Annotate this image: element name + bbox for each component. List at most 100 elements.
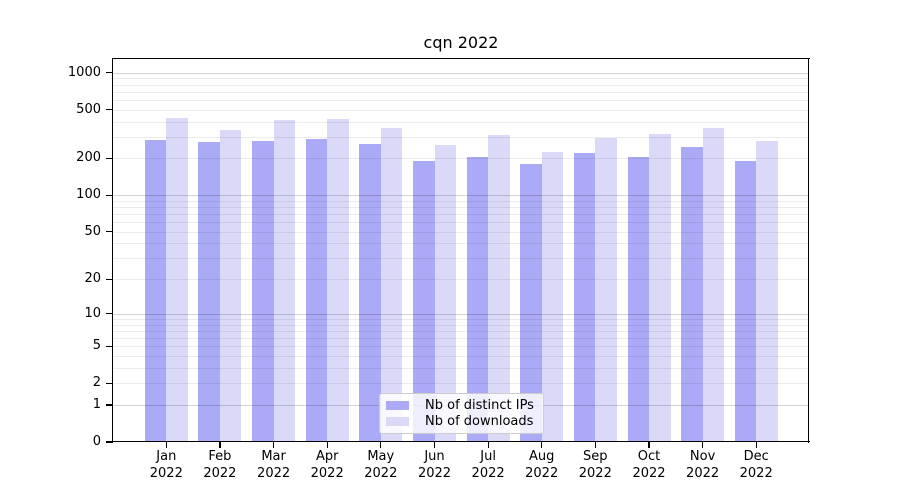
y-tick-mark [106,278,112,280]
y-tick-mark [106,313,112,315]
top-spine [112,58,810,60]
minor-gridline [113,355,809,357]
y-tick-mark [106,404,112,406]
major-gridline [113,195,809,197]
minor-gridline [113,279,809,281]
bar-downloads-jan [166,117,188,442]
legend: Nb of distinct IPs Nb of downloads [379,393,544,434]
minor-gridline [113,99,809,101]
minor-gridline [113,324,809,326]
y-tick-label: 10 [84,305,101,321]
bar-distinct-ips-dec [734,160,757,442]
legend-label-downloads: Nb of downloads [425,414,534,430]
y-tick-mark [106,157,112,160]
chart-title: cqn 2022 [423,33,499,52]
bar-distinct-ips-jan [144,139,167,442]
x-tick-mark [273,442,275,448]
x-tick-label-oct: Oct 2022 [632,449,666,481]
minor-gridline [113,207,809,208]
y-tick-mark [106,345,112,347]
x-tick-mark [648,442,650,448]
bar-downloads-nov [702,127,725,442]
y-tick-label: 5 [92,338,101,354]
major-gridline [113,72,809,74]
x-tick-mark [487,442,489,448]
minor-gridline [113,330,809,332]
minor-gridline [113,243,809,245]
plot-area [112,58,810,443]
x-tick-label-aug: Aug 2022 [525,449,559,481]
y-tick-mark [106,231,112,233]
x-tick-mark [219,442,221,448]
minor-gridline [113,136,809,138]
minor-gridline [113,222,809,224]
y-tick-mark [106,72,112,74]
x-tick-label-sep: Sep 2022 [578,449,612,481]
minor-gridline [113,109,809,111]
minor-gridline [113,383,809,385]
bar-distinct-ips-nov [681,147,703,442]
x-tick-mark [380,442,382,448]
legend-row-downloads: Nb of downloads [386,414,537,429]
bar-distinct-ips-apr [305,139,328,442]
x-tick-mark [326,442,328,448]
minor-gridline [113,91,809,93]
x-tick-mark [165,442,167,448]
x-tick-mark [755,442,757,448]
bar-downloads-jul [488,135,510,442]
major-gridline [113,313,809,315]
bar-distinct-ips-sep [573,153,596,442]
x-tick-label-feb: Feb 2022 [203,449,237,481]
y-tick-mark [106,194,112,196]
x-tick-label-jun: Jun 2022 [417,449,452,481]
y-axis-spine [112,58,114,443]
legend-row-distinct-ips: Nb of distinct IPs [386,398,537,413]
bar-distinct-ips-mar [252,140,274,442]
x-tick-mark [433,442,436,448]
x-tick-mark [594,442,596,448]
bar-distinct-ips-oct [627,157,649,442]
bar-downloads-apr [327,118,349,442]
bar-downloads-feb [219,129,242,442]
y-tick-label: 2 [92,375,101,391]
minor-gridline [113,84,809,86]
y-tick-label: 0 [92,434,101,449]
bar-downloads-aug [541,152,564,442]
y-tick-label: 50 [84,223,101,239]
x-tick-label-apr: Apr 2022 [310,449,344,481]
legend-swatch-downloads-icon [386,417,409,427]
bar-distinct-ips-feb [198,142,220,442]
bar-distinct-ips-jul [466,156,489,442]
x-tick-label-jan: Jan 2022 [149,449,183,481]
bar-downloads-sep [595,138,617,442]
y-tick-mark [106,441,112,443]
bar-downloads-oct [649,134,671,442]
x-tick-label-jul: Jul 2022 [471,449,505,481]
y-tick-mark [106,109,112,111]
y-tick-label: 1 [92,396,101,412]
minor-gridline [113,258,809,260]
right-spine [808,58,810,443]
x-tick-mark [702,442,704,448]
minor-gridline [113,121,809,123]
y-tick-label: 1000 [67,64,101,80]
minor-gridline [113,346,809,348]
bar-distinct-ips-jun [413,160,435,442]
x-tick-label-nov: Nov 2022 [686,449,720,481]
bar-downloads-may [380,128,403,442]
bar-downloads-dec [756,141,778,442]
legend-swatch-distinct-ips-icon [386,400,409,410]
minor-gridline [113,367,809,369]
x-tick-label-mar: Mar 2022 [257,449,291,481]
y-tick-label: 100 [76,187,101,203]
minor-gridline [113,158,809,160]
minor-gridline [113,338,809,339]
minor-gridline [113,231,809,233]
bar-distinct-ips-aug [520,164,542,442]
minor-gridline [113,200,809,202]
y-tick-label: 200 [76,150,101,166]
x-tick-mark [541,442,543,448]
x-axis-spine [112,441,810,443]
x-tick-label-may: May 2022 [364,449,398,481]
